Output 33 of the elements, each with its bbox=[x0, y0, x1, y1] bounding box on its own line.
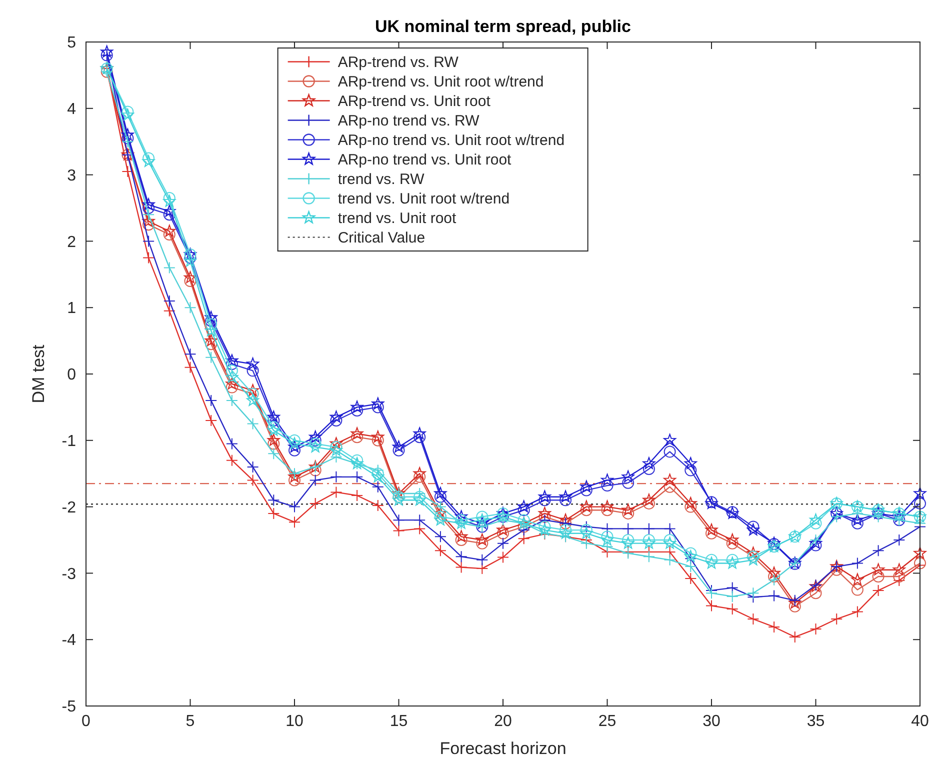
x-tick-label: 5 bbox=[186, 713, 195, 730]
legend-label: Critical Value bbox=[338, 230, 426, 246]
legend-label: ARp-trend vs. Unit root bbox=[338, 93, 492, 110]
x-tick-label: 0 bbox=[82, 713, 91, 730]
x-tick-label: 20 bbox=[494, 713, 512, 730]
legend-label: ARp-trend vs. Unit root w/trend bbox=[338, 74, 544, 90]
y-tick-label: -2 bbox=[62, 499, 76, 516]
y-tick-label: 5 bbox=[67, 34, 76, 52]
y-tick-label: 2 bbox=[67, 234, 76, 251]
legend-label: trend vs. RW bbox=[338, 171, 426, 188]
x-tick-label: 25 bbox=[598, 713, 616, 730]
y-tick-label: -3 bbox=[62, 566, 76, 583]
legend-label: ARp-no trend vs. RW bbox=[338, 112, 480, 130]
x-tick-label: 35 bbox=[806, 713, 825, 730]
y-tick-label: 3 bbox=[67, 167, 76, 184]
legend-label: ARp-trend vs. RW bbox=[338, 54, 460, 71]
legend-label: ARp-no trend vs. Unit root w/trend bbox=[338, 132, 565, 149]
x-tick-label: 30 bbox=[702, 713, 720, 730]
y-tick-label: 1 bbox=[67, 300, 76, 318]
y-tick-label: -4 bbox=[62, 632, 76, 650]
y-tick-label: 4 bbox=[67, 101, 76, 118]
legend-label: trend vs. Unit root bbox=[338, 210, 458, 227]
y-tick-label: 0 bbox=[67, 366, 76, 384]
y-tick-label: -5 bbox=[62, 698, 76, 716]
y-tick-label: -1 bbox=[62, 433, 76, 450]
x-tick-label: 15 bbox=[390, 713, 408, 730]
y-axis-title: DM test bbox=[29, 344, 48, 404]
x-axis-title: Forecast horizon bbox=[440, 739, 566, 758]
x-tick-label: 40 bbox=[911, 713, 929, 730]
x-tick-label: 10 bbox=[286, 713, 304, 730]
legend-label: ARp-no trend vs. Unit root bbox=[338, 152, 512, 168]
chart-title: UK nominal term spread, public bbox=[375, 17, 631, 36]
legend-label: trend vs. Unit root w/trend bbox=[338, 190, 510, 208]
